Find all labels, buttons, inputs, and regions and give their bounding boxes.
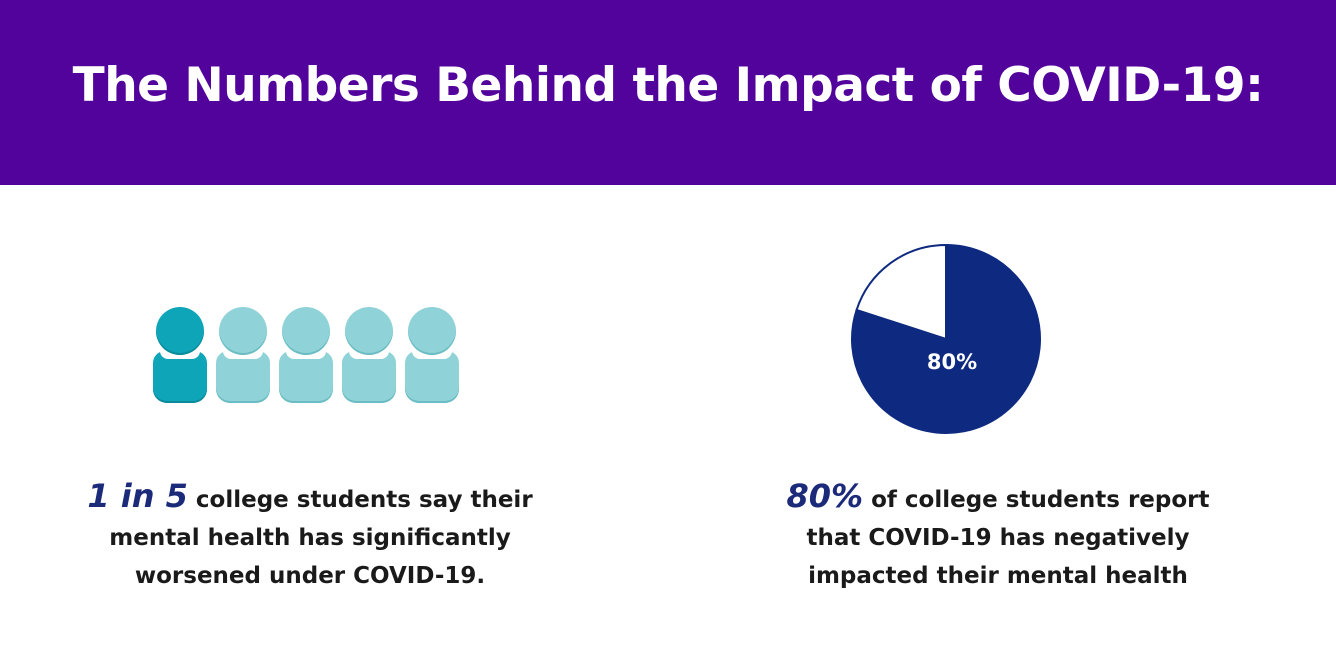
people-icon-row	[150, 307, 470, 407]
left-stat-panel: 1 in 5 college students say their mental…	[0, 185, 668, 657]
person-icon	[276, 307, 336, 407]
right-stat-highlight: 80%	[786, 477, 864, 515]
right-stat-line3: impacted their mental health	[808, 563, 1188, 589]
person-icon	[213, 307, 273, 407]
header-banner: The Numbers Behind the Impact of COVID-1…	[0, 0, 1336, 185]
right-stat-line1: of college students report	[871, 487, 1210, 513]
left-stat-line3: worsened under COVID-19.	[134, 563, 486, 589]
pie-chart-svg: 80%	[851, 243, 1041, 434]
left-stat-text: 1 in 5 college students say their mental…	[80, 477, 540, 595]
left-stat-line1: college students say their	[195, 487, 533, 513]
person-icon	[339, 307, 399, 407]
left-stat-highlight: 1 in 5	[87, 477, 188, 515]
right-stat-text: 80% of college students report that COVI…	[708, 477, 1288, 595]
left-stat-line2: mental health has significantly	[109, 525, 511, 551]
pie-slice-1	[855, 243, 947, 341]
right-stat-line2: that COVID-19 has negatively	[806, 525, 1190, 551]
pie-slice-label: 80%	[927, 350, 977, 374]
pie-chart: 80%	[848, 241, 1044, 437]
right-stat-panel: 80% 80% of college students report that …	[668, 185, 1336, 657]
person-icon	[402, 307, 462, 407]
person-icon	[150, 307, 210, 407]
page-title: The Numbers Behind the Impact of COVID-1…	[72, 58, 1264, 113]
